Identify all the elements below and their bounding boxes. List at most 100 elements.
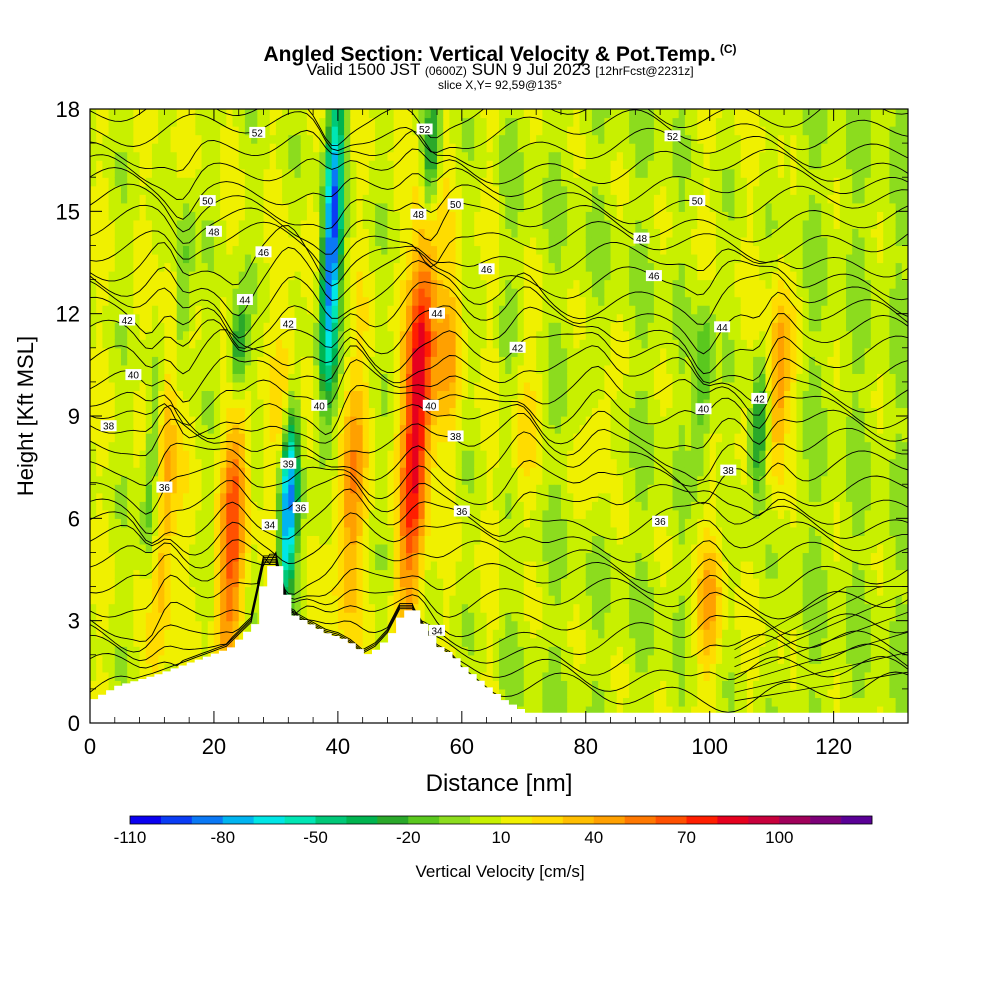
velocity-cell — [263, 509, 271, 519]
velocity-cell — [201, 177, 209, 187]
velocity-cell — [257, 501, 265, 511]
velocity-cell — [151, 109, 159, 119]
velocity-cell — [474, 347, 482, 357]
velocity-cell — [319, 526, 327, 536]
velocity-cell — [164, 339, 172, 349]
velocity-cell — [213, 543, 221, 554]
velocity-cell — [313, 467, 320, 477]
velocity-cell — [251, 313, 258, 323]
velocity-cell — [275, 322, 283, 332]
velocity-cell — [331, 347, 339, 357]
velocity-cell — [151, 390, 159, 400]
velocity-cell — [418, 603, 426, 613]
velocity-cell — [232, 450, 240, 460]
velocity-cell — [337, 560, 345, 571]
velocity-cell — [300, 398, 308, 409]
velocity-cell — [207, 543, 215, 554]
velocity-cell — [399, 569, 407, 579]
velocity-cell — [213, 296, 221, 306]
velocity-cell — [189, 228, 196, 238]
velocity-cell — [151, 475, 159, 485]
velocity-cell — [232, 143, 240, 153]
velocity-cell — [418, 262, 426, 272]
velocity-cell — [399, 390, 407, 400]
velocity-cell — [368, 126, 376, 136]
velocity-cell — [319, 236, 327, 247]
velocity-cell — [300, 475, 308, 485]
velocity-cell — [480, 629, 488, 639]
velocity-cell — [375, 603, 382, 613]
velocity-cell — [492, 620, 500, 630]
velocity-cell — [306, 305, 314, 315]
velocity-cell — [474, 356, 482, 366]
velocity-cell — [244, 313, 252, 323]
velocity-cell — [511, 407, 519, 417]
velocity-cell — [331, 117, 339, 127]
velocity-cell — [201, 441, 209, 451]
velocity-cell — [120, 339, 128, 349]
velocity-cell — [238, 143, 246, 153]
velocity-cell — [96, 339, 103, 349]
velocity-cell — [182, 552, 190, 562]
velocity-cell — [505, 253, 512, 264]
velocity-cell — [474, 603, 482, 613]
velocity-cell — [145, 578, 153, 588]
velocity-cell — [461, 637, 469, 647]
velocity-cell — [492, 484, 500, 494]
velocity-cell — [176, 143, 184, 153]
velocity-cell — [120, 398, 128, 409]
velocity-cell — [406, 373, 413, 383]
velocity-cell — [499, 381, 506, 392]
velocity-cell — [356, 637, 364, 647]
velocity-cell — [195, 578, 203, 588]
velocity-cell — [492, 595, 500, 605]
velocity-cell — [356, 305, 364, 315]
velocity-cell — [511, 535, 519, 545]
velocity-cell — [461, 330, 469, 340]
velocity-cell — [269, 109, 277, 119]
velocity-cell — [108, 671, 116, 681]
velocity-cell — [263, 126, 271, 136]
velocity-cell — [480, 253, 488, 264]
velocity-cell — [114, 271, 122, 281]
velocity-cell — [108, 330, 116, 340]
velocity-cell — [412, 603, 420, 613]
velocity-cell — [387, 262, 395, 272]
velocity-cell — [151, 219, 159, 229]
velocity-cell — [251, 586, 258, 596]
velocity-cell — [350, 501, 358, 511]
velocity-cell — [90, 347, 97, 357]
velocity-cell — [195, 202, 203, 212]
velocity-cell — [282, 126, 289, 136]
velocity-cell — [418, 552, 426, 562]
velocity-cell — [120, 373, 128, 383]
velocity-cell — [257, 194, 265, 204]
velocity-cell — [226, 211, 234, 221]
velocity-cell — [158, 620, 165, 630]
velocity-cell — [474, 560, 482, 571]
velocity-cell — [443, 518, 451, 528]
velocity-cell — [480, 492, 488, 502]
chart-subtitle: Valid 1500 JST (0600Z) SUN 9 Jul 2023 [1… — [0, 60, 1000, 81]
velocity-cell — [306, 518, 314, 528]
velocity-cell — [492, 381, 500, 392]
velocity-cell — [108, 356, 116, 366]
velocity-cell — [282, 492, 289, 502]
velocity-cell — [313, 441, 320, 451]
velocity-cell — [90, 475, 97, 485]
velocity-cell — [375, 305, 382, 315]
velocity-cell — [257, 160, 265, 170]
velocity-cell — [337, 416, 345, 426]
velocity-cell — [325, 526, 333, 536]
velocity-cell — [164, 236, 172, 247]
velocity-cell — [269, 484, 277, 494]
velocity-cell — [313, 330, 320, 340]
velocity-cell — [164, 185, 172, 195]
velocity-cell — [226, 509, 234, 519]
velocity-cell — [350, 151, 358, 161]
velocity-cell — [443, 586, 451, 596]
velocity-cell — [306, 526, 314, 536]
velocity-cell — [449, 535, 457, 545]
velocity-cell — [220, 637, 227, 647]
velocity-cell — [232, 620, 240, 630]
